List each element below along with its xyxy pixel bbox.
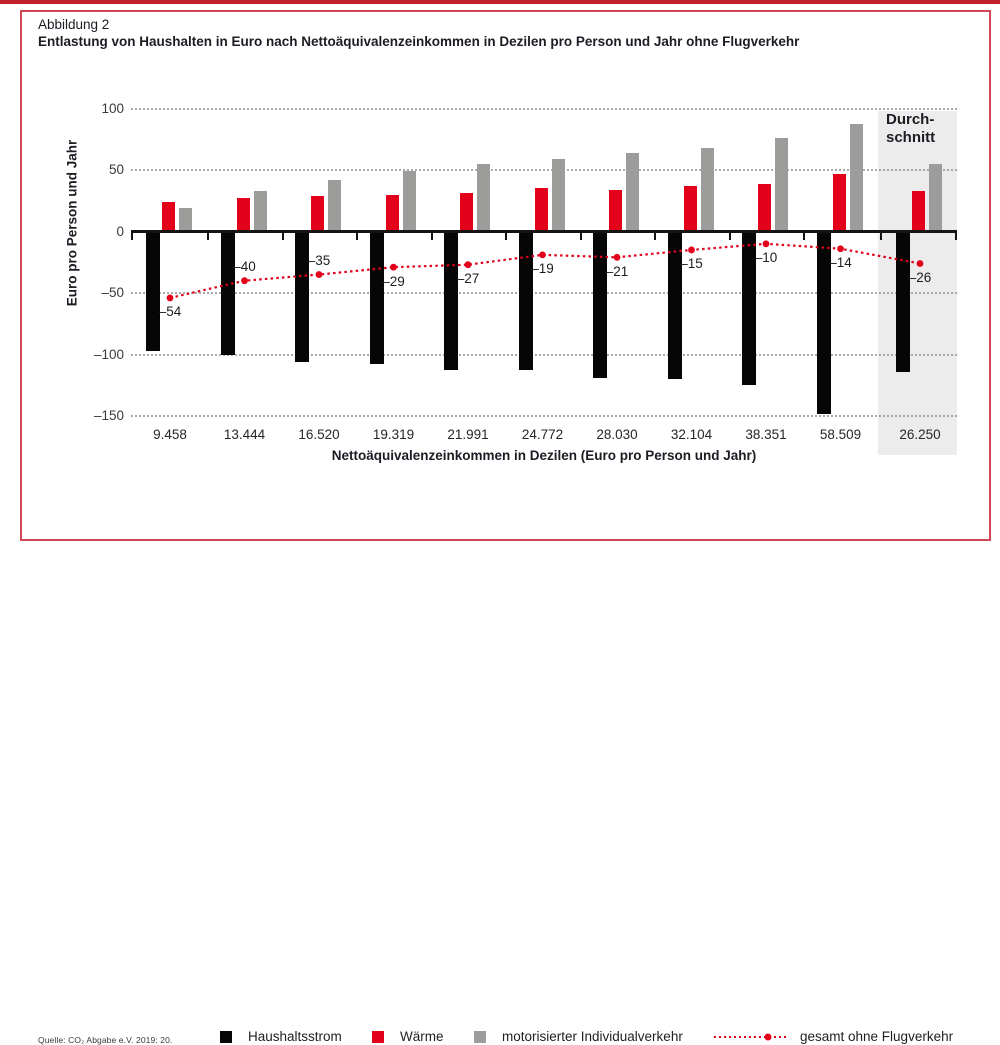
legend-item-waerme: Wärme: [372, 1029, 444, 1044]
top-red-strip: [0, 0, 1000, 4]
y-axis-title: Euro pro Person und Jahr: [64, 139, 80, 307]
legend-item-haushaltsstrom: Haushaltsstrom: [220, 1029, 342, 1044]
average-column-label: Durch- schnitt: [886, 111, 936, 146]
legend-item-label: Wärme: [400, 1029, 444, 1044]
dotted-line-swatch: [714, 1033, 788, 1040]
legend-item-label: Haushaltsstrom: [248, 1029, 342, 1044]
x-axis-title: Nettoäquivalenzeinkommen in Dezilen (Eur…: [331, 448, 757, 463]
figure-number: Abbildung 2: [38, 17, 110, 32]
figure-title: Entlastung von Haushalten in Euro nach N…: [38, 34, 800, 49]
legend-item-individualverkehr: motorisierter Individualverkehr: [474, 1029, 683, 1044]
red-square-swatch: [372, 1030, 384, 1043]
source-note: Quelle: CO₂ Abgabe e.V. 2019: 20.: [38, 1035, 173, 1045]
legend-item-gesamt-linie: gesamt ohne Flugverkehr: [712, 1029, 953, 1044]
legend-item-label: motorisierter Individualverkehr: [502, 1029, 683, 1044]
legend-item-label: gesamt ohne Flugverkehr: [800, 1029, 954, 1044]
legend: Quelle: CO₂ Abgabe e.V. 2019: 20. Hausha…: [0, 514, 1000, 1045]
black-square-swatch: [220, 1030, 232, 1043]
gray-square-swatch: [474, 1030, 486, 1043]
